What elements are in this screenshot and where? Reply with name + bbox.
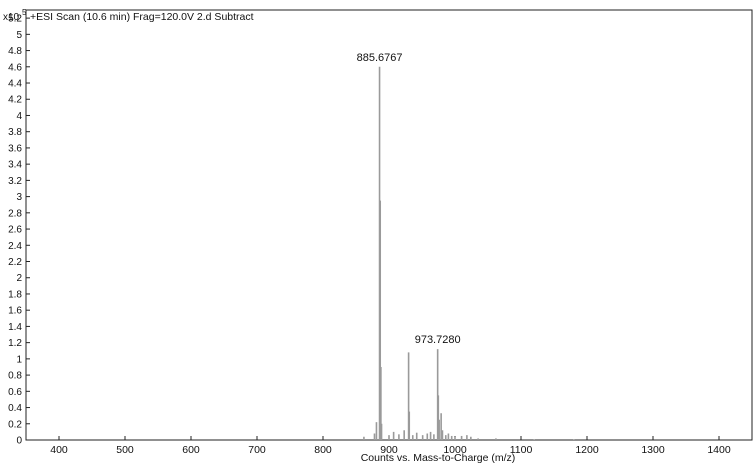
y-tick-label: 4.6 — [8, 62, 22, 73]
x-tick-label: 600 — [182, 444, 200, 456]
spectrum-peaks — [363, 66, 575, 440]
y-tick-label: 3 — [16, 192, 22, 203]
x-tick-label: 1200 — [575, 444, 599, 456]
x-tick-label: 800 — [314, 444, 332, 456]
y-tick-label: 3.2 — [8, 176, 22, 187]
y-tick-label: 3.4 — [8, 160, 22, 171]
y-tick-label: 1.8 — [8, 289, 22, 300]
y-tick-label: 0.4 — [8, 403, 22, 414]
y-tick-label: 5.2 — [8, 14, 22, 25]
y-tick-label: 2.8 — [8, 208, 22, 219]
y-tick-label: 0 — [16, 436, 22, 447]
x-tick-label: 1400 — [707, 444, 731, 456]
y-tick-label: 4.2 — [8, 95, 22, 106]
y-tick-label: 1.6 — [8, 306, 22, 317]
x-tick-label: 1100 — [510, 444, 533, 456]
y-multiplier-exponent: 5 — [22, 8, 27, 17]
y-tick-label: 2.2 — [8, 257, 22, 268]
x-axis-ticks: 400 500 600 700 800 900 1000 1100 1200 1300 1400 — [50, 436, 731, 456]
y-tick-label: 2.4 — [8, 241, 22, 252]
y-tick-label: 4.4 — [8, 79, 22, 90]
x-tick-label: 700 — [248, 444, 266, 456]
peak-annotations: 885.6767 973.7280 — [357, 52, 461, 346]
y-axis-ticks: 0 0.2 0.4 0.6 0.8 1 1.2 1.4 1.6 1.8 2 2.2 2.4 2.6 2.8 3… — [8, 14, 30, 447]
y-tick-label: 5 — [16, 30, 22, 41]
peak-label: 973.7280 — [415, 334, 461, 346]
y-tick-label: 3.6 — [8, 143, 22, 154]
x-tick-label: 1300 — [641, 444, 665, 456]
y-tick-label: 1.4 — [8, 322, 22, 333]
x-tick-label: 400 — [50, 444, 68, 456]
x-tick-label: 500 — [116, 444, 134, 456]
y-tick-label: 1 — [16, 354, 22, 365]
y-tick-label: 3.8 — [8, 127, 22, 138]
y-tick-label: 0.2 — [8, 419, 22, 430]
x-tick-label: 1000 — [443, 444, 467, 456]
x-axis-label: Counts vs. Mass-to-Charge (m/z) — [361, 452, 516, 464]
y-tick-label: 0.6 — [8, 387, 22, 398]
peak-label: 885.6767 — [357, 52, 403, 64]
x-tick-label: 900 — [380, 444, 398, 456]
chart-title: +ESI Scan (10.6 min) Frag=120.0V 2.d Sub… — [30, 11, 254, 23]
y-multiplier-label: x10 — [3, 12, 20, 23]
y-tick-label: 2 — [16, 273, 22, 284]
y-tick-label: 4.8 — [8, 46, 22, 57]
y-tick-label: 0.8 — [8, 371, 22, 382]
y-tick-label: 4 — [16, 111, 22, 122]
y-tick-label: 2.6 — [8, 225, 22, 236]
y-tick-label: 1.2 — [8, 338, 22, 349]
